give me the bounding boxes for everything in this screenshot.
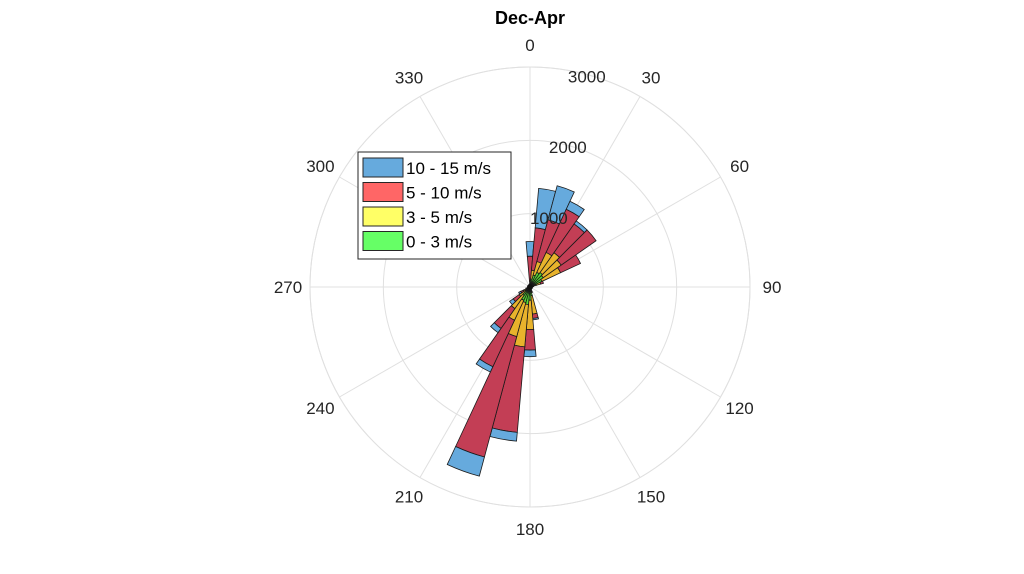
radial-tick-label-2000: 2000 (549, 138, 587, 157)
angle-tick-label-150: 150 (637, 488, 665, 507)
chart-title: Dec-Apr (495, 8, 565, 28)
angular-gridline-150 (529, 286, 641, 478)
legend-swatch-1 (362, 182, 404, 202)
legend: 10 - 15 m/s 5 - 10 m/s 3 - 5 m/s 0 - 3 m/s (357, 151, 512, 260)
bar-60-series-2 (557, 254, 582, 274)
bar-20-series-3 (547, 185, 575, 225)
bar-200-series-3 (446, 445, 485, 477)
radial-tick-labels: 1000 2000 3000 (530, 67, 606, 228)
angle-tick-label-60: 60 (730, 157, 749, 176)
angle-tick-label-300: 300 (306, 157, 334, 176)
bars-group (446, 185, 597, 477)
angular-gridline-240 (339, 286, 531, 398)
legend-swatch-2 (362, 206, 404, 227)
radial-tick-label-1000: 1000 (530, 209, 568, 228)
angle-tick-label-330: 330 (395, 68, 423, 87)
legend-swatch-0 (362, 157, 404, 178)
legend-label-2: 3 - 5 m/s (406, 208, 472, 227)
angle-tick-label-0: 0 (525, 36, 534, 55)
angle-tick-label-30: 30 (642, 68, 661, 87)
bar-50-series-2 (556, 229, 597, 266)
legend-label-0: 10 - 15 m/s (406, 159, 491, 178)
bar-230-series-3 (509, 298, 517, 306)
bar-180-series-3 (523, 349, 537, 358)
angle-tick-label-90: 90 (763, 278, 782, 297)
legend-label-3: 0 - 3 m/s (406, 233, 472, 252)
angle-tick-label-240: 240 (306, 399, 334, 418)
legend-swatch-3 (362, 231, 404, 251)
center-marker (527, 284, 533, 290)
angle-tick-label-270: 270 (274, 278, 302, 297)
angle-tick-labels: 0 30 60 90 120 150 180 210 240 270 300 330 (274, 36, 782, 539)
bar-30-series-3 (565, 200, 585, 218)
legend-label-1: 5 - 10 m/s (406, 184, 482, 203)
bar-220-series-3 (490, 322, 502, 334)
radial-tick-label-3000: 3000 (568, 67, 606, 86)
bar-240-series-3 (518, 290, 523, 295)
bar-250-series-1 (525, 287, 528, 290)
angle-tick-label-120: 120 (725, 399, 753, 418)
angular-gridline-120 (529, 286, 721, 398)
bar-210-series-3 (475, 358, 494, 373)
angle-tick-label-210: 210 (395, 488, 423, 507)
angle-tick-label-180: 180 (516, 520, 544, 539)
bar-70-series-2 (539, 280, 544, 285)
